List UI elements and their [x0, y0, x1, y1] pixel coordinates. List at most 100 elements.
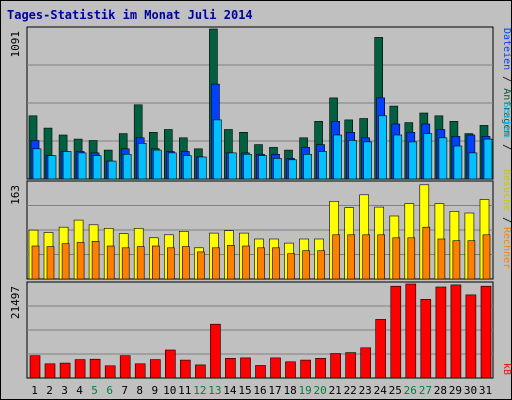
- bar-rechner-23: [362, 234, 371, 280]
- x-tick-22: 22: [344, 384, 357, 397]
- legend-top-seiten: Seiten /: [501, 102, 511, 150]
- bar-rechner-15: [242, 245, 250, 280]
- x-tick-7: 7: [121, 384, 128, 397]
- bar-seiten-4: [77, 152, 87, 180]
- bar-seiten-23: [363, 141, 373, 180]
- bar-rechner-28: [437, 238, 446, 280]
- bar-kb-14: [225, 357, 236, 379]
- bar-kb-7: [119, 355, 131, 379]
- x-tick-1: 1: [31, 384, 38, 397]
- x-tick-13: 13: [208, 384, 221, 397]
- legend-middle-rechner: Rechner: [501, 227, 511, 269]
- bar-kb-28: [435, 286, 447, 379]
- x-tick-16: 16: [253, 384, 266, 397]
- bar-seiten-22: [348, 140, 358, 180]
- bar-seiten-19: [303, 154, 312, 180]
- x-tick-14: 14: [223, 384, 237, 397]
- bar-rechner-16: [257, 247, 265, 280]
- bar-seiten-18: [288, 159, 297, 180]
- bar-kb-10: [165, 349, 176, 379]
- x-tick-25: 25: [389, 384, 402, 397]
- bar-rechner-2: [46, 246, 55, 280]
- x-tick-29: 29: [449, 384, 462, 397]
- x-tick-17: 17: [268, 384, 281, 397]
- bar-seiten-9: [153, 149, 162, 180]
- bar-kb-27: [420, 298, 432, 379]
- bar-seiten-29: [453, 145, 463, 180]
- x-axis-ticks: 1 2 3 4 5 6 7 8 9 10 11 12 13 14 15 16 17 18 19 20 21 22 23 24 2…: [31, 384, 492, 397]
- bar-rechner-21: [332, 234, 340, 280]
- legend-sep-2: /: [501, 138, 511, 150]
- legend-dateien: Dateien: [501, 28, 511, 70]
- bar-kb-12: [195, 364, 206, 379]
- legend-besuche: Besuche: [501, 169, 511, 211]
- x-tick-11: 11: [178, 384, 191, 397]
- bar-seiten-11: [183, 155, 192, 180]
- bar-kb-13: [210, 323, 221, 379]
- bar-kb-31: [480, 285, 492, 379]
- bar-rechner-30: [467, 240, 476, 280]
- bar-rechner-27: [422, 226, 431, 280]
- panel-top: [26, 26, 494, 180]
- bar-kb-30: [465, 294, 477, 379]
- x-tick-6: 6: [106, 384, 113, 397]
- chart-panels: [26, 26, 494, 379]
- bar-rechner-9: [152, 245, 160, 280]
- ymax-label-middle: 163: [9, 185, 22, 205]
- x-tick-30: 30: [464, 384, 477, 397]
- bar-seiten-6: [107, 160, 117, 180]
- panel-bottom: [26, 281, 494, 379]
- bar-seiten-10: [168, 152, 177, 180]
- bar-rechner-13: [212, 247, 220, 280]
- bar-rechner-19: [302, 250, 310, 280]
- bar-rechner-11: [182, 246, 190, 280]
- chart-title: Tages-Statistik im Monat Juli 2014: [7, 8, 253, 22]
- bar-kb-21: [330, 353, 341, 379]
- bar-rechner-25: [392, 237, 401, 280]
- bar-rechner-14: [227, 245, 235, 280]
- bar-kb-4: [74, 359, 86, 379]
- bar-seiten-14: [228, 152, 237, 180]
- bar-kb-25: [390, 285, 402, 379]
- legend-kb: kB: [501, 363, 511, 375]
- bar-seiten-21: [333, 134, 342, 180]
- bar-rechner-24: [377, 234, 386, 280]
- x-tick-19: 19: [298, 384, 311, 397]
- bar-kb-29: [450, 284, 462, 379]
- bar-rechner-26: [407, 237, 416, 280]
- bar-rechner-5: [91, 241, 100, 280]
- bar-kb-22: [345, 352, 357, 379]
- x-tick-2: 2: [46, 384, 53, 397]
- bar-kb-15: [240, 357, 251, 379]
- bar-seiten-28: [438, 137, 448, 180]
- bar-kb-24: [375, 319, 387, 379]
- bar-rechner-1: [31, 245, 40, 280]
- ymax-label-bottom: 21497: [9, 286, 22, 319]
- bar-kb-6: [104, 365, 116, 379]
- bar-seiten-20: [318, 151, 327, 180]
- x-tick-23: 23: [359, 384, 372, 397]
- bar-seiten-8: [137, 143, 147, 180]
- bar-rechner-6: [106, 245, 115, 280]
- bar-kb-5: [89, 358, 101, 379]
- x-tick-15: 15: [238, 384, 251, 397]
- x-tick-3: 3: [61, 384, 68, 397]
- panel-middle: [26, 180, 494, 280]
- bar-rechner-4: [76, 242, 85, 280]
- bar-seiten-16: [258, 155, 267, 180]
- legend-seiten: Seiten: [501, 102, 511, 138]
- bar-rechner-31: [482, 234, 491, 280]
- legend-sep-1: /: [501, 70, 511, 88]
- bar-seiten-25: [393, 134, 403, 180]
- bar-rechner-17: [272, 247, 280, 280]
- x-tick-4: 4: [76, 384, 83, 397]
- legend-middle: Besuche /: [501, 169, 511, 223]
- bar-kb-17: [270, 357, 281, 379]
- bar-kb-16: [255, 365, 266, 379]
- bar-rechner-3: [61, 243, 70, 280]
- x-tick-12: 12: [193, 384, 206, 397]
- x-tick-20: 20: [313, 384, 326, 397]
- bar-seiten-26: [408, 141, 418, 180]
